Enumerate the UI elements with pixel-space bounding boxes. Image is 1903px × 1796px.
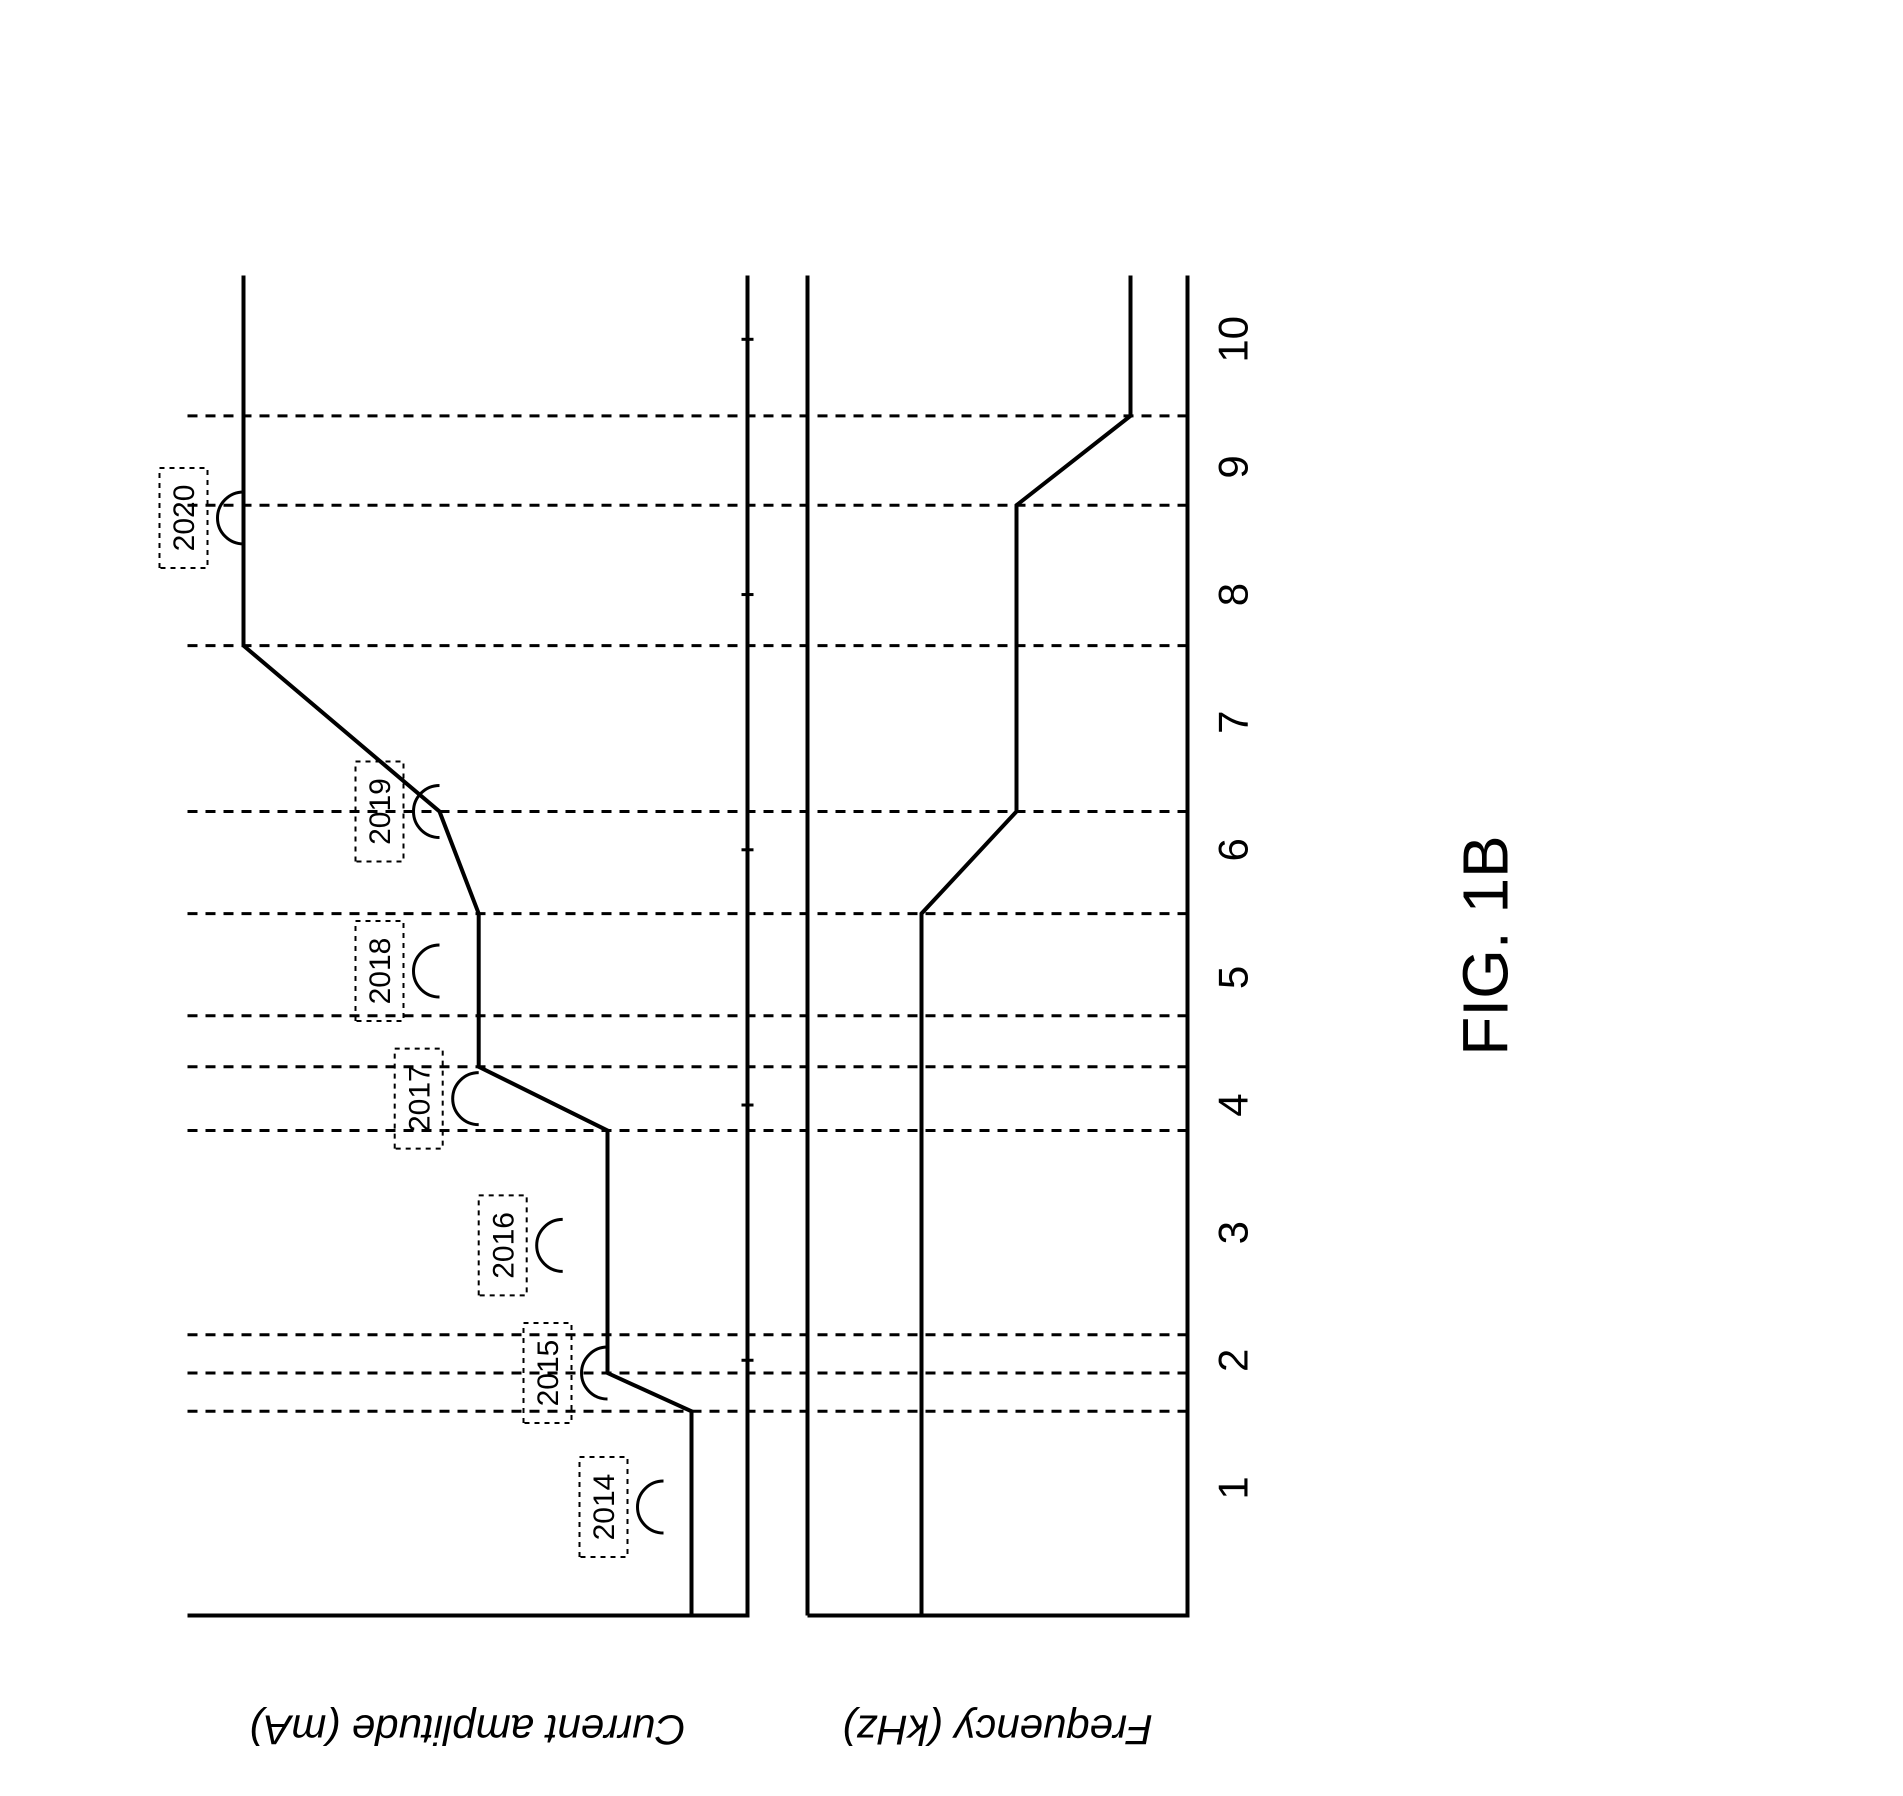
frequency-line <box>922 276 1131 1616</box>
x-tick-label: 6 <box>1210 838 1257 861</box>
figure-svg: 2014 2015 2016 2017 2018 2019 2020 1 2 3 4 5 6 7 8 9 10 C… <box>108 196 1608 1796</box>
year-label: 2020 <box>168 485 201 552</box>
drawing: 2014 2015 2016 2017 2018 2019 2020 1 2 3 4 5 6 7 8 9 10 C… <box>108 108 1903 1796</box>
year-label: 2018 <box>364 938 397 1005</box>
x-tick-label: 7 <box>1210 710 1257 733</box>
figure-caption: FIG. 1B <box>1450 835 1522 1056</box>
year-arc <box>537 1219 563 1271</box>
top-panel-axes <box>188 276 748 1616</box>
ylabel-top: Current amplitude (mA) <box>249 1707 685 1754</box>
x-tick-label: 4 <box>1210 1093 1257 1116</box>
x-tick-label: 5 <box>1210 966 1257 989</box>
year-label: 2015 <box>532 1340 565 1407</box>
x-tick-label: 9 <box>1210 455 1257 478</box>
year-arc <box>453 1073 479 1125</box>
ylabel-top-g: Current amplitude (mA) <box>249 1707 685 1754</box>
x-tick-label: 2 <box>1210 1349 1257 1372</box>
amplitude-line <box>244 276 692 1616</box>
rotated-page: 2014 2015 2016 2017 2018 2019 2020 1 2 3 4 5 6 7 8 9 10 C… <box>108 0 1796 1796</box>
ylabel-bot-g: Frequency (kHz) <box>842 1707 1152 1754</box>
year-arc <box>218 492 244 544</box>
year-arc <box>414 945 440 997</box>
year-label: 2017 <box>403 1065 436 1132</box>
x-tick-label: 8 <box>1210 583 1257 606</box>
x-tick-label: 3 <box>1210 1221 1257 1244</box>
year-label: 2016 <box>487 1212 520 1279</box>
ylabel-bot: Frequency (kHz) <box>842 1707 1152 1754</box>
bot-panel-axes <box>808 276 1188 1616</box>
x-tick-label: 1 <box>1210 1476 1257 1499</box>
year-arc <box>638 1481 664 1533</box>
year-label: 2019 <box>364 778 397 845</box>
x-tick-label: 10 <box>1210 316 1257 363</box>
year-label: 2014 <box>588 1474 621 1541</box>
